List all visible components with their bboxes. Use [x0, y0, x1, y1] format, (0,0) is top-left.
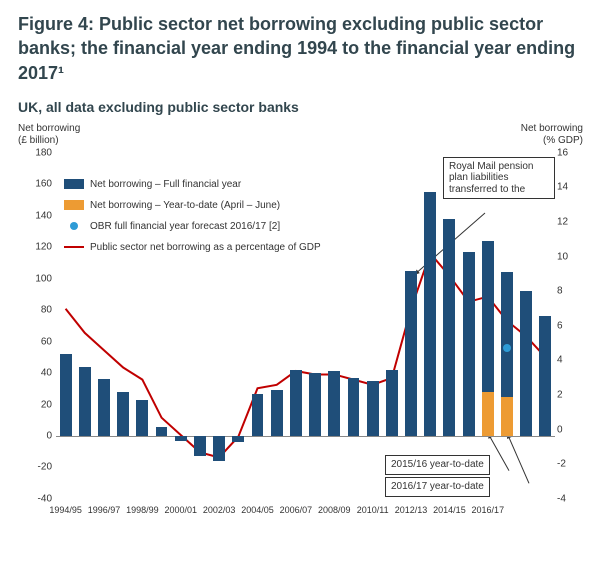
- ytick-right: 2: [557, 390, 581, 401]
- xtick: 2006/07: [280, 505, 313, 515]
- ytick-left: 0: [22, 430, 52, 441]
- xtick: 2014/15: [433, 505, 466, 515]
- ytick-right: 10: [557, 251, 581, 262]
- legend-ytd: Net borrowing – Year-to-date (April – Ju…: [90, 196, 280, 215]
- ytick-left: 160: [22, 179, 52, 190]
- ytick-right: 6: [557, 320, 581, 331]
- xtick: 2002/03: [203, 505, 236, 515]
- bar-full: [136, 400, 148, 436]
- bar-full: [443, 219, 455, 436]
- xtick: 1998/99: [126, 505, 159, 515]
- ytick-right: 14: [557, 182, 581, 193]
- ytick-left: 20: [22, 399, 52, 410]
- bar-full: [213, 436, 225, 461]
- bar-full: [290, 370, 302, 436]
- bar-full: [539, 316, 551, 436]
- bar-full: [117, 392, 129, 436]
- xtick: 2004/05: [241, 505, 274, 515]
- ytick-left: -40: [22, 493, 52, 504]
- ytick-left: -20: [22, 462, 52, 473]
- ytick-left: 180: [22, 147, 52, 158]
- ytick-right: 8: [557, 286, 581, 297]
- xtick: 2000/01: [164, 505, 197, 515]
- bar-full: [156, 427, 168, 436]
- ytick-right: 0: [557, 424, 581, 435]
- annot-1617: 2016/17 year-to-date: [385, 477, 490, 497]
- ytick-left: 60: [22, 336, 52, 347]
- ytick-left: 140: [22, 210, 52, 221]
- ytick-right: -4: [557, 493, 581, 504]
- ytick-right: 4: [557, 355, 581, 366]
- obr-dot: [503, 344, 511, 352]
- bar-full: [175, 436, 187, 441]
- bar-full: [98, 379, 110, 436]
- ytick-right: -2: [557, 459, 581, 470]
- bar-full: [424, 192, 436, 436]
- bar-full: [194, 436, 206, 456]
- bar-full: [405, 271, 417, 436]
- bar-full: [252, 394, 264, 436]
- bar-full: [367, 381, 379, 436]
- bar-full: [463, 252, 475, 436]
- bar-full: [232, 436, 244, 442]
- bar-ytd: [501, 397, 513, 436]
- annot-royal-mail: Royal Mail pensionplan liabilitiestransf…: [443, 157, 555, 200]
- xtick: 2008/09: [318, 505, 351, 515]
- figure-title: Figure 4: Public sector net borrowing ex…: [18, 12, 595, 85]
- xtick: 2010/11: [357, 505, 389, 515]
- bar-ytd: [482, 392, 494, 436]
- ytick-left: 40: [22, 368, 52, 379]
- bar-full: [520, 291, 532, 436]
- legend-full: Net borrowing – Full financial year: [90, 175, 241, 194]
- chart: Net borrowing(£ billion) Net borrowing(%…: [18, 123, 583, 523]
- bar-full: [328, 371, 340, 435]
- ytick-right: 16: [557, 147, 581, 158]
- bar-full: [309, 373, 321, 436]
- figure-subtitle: UK, all data excluding public sector ban…: [18, 99, 595, 115]
- bar-full: [60, 354, 72, 436]
- y-left-title: Net borrowing(£ billion): [18, 123, 80, 147]
- bar-full: [271, 390, 283, 436]
- legend-line: Public sector net borrowing as a percent…: [90, 238, 321, 257]
- ytick-left: 120: [22, 242, 52, 253]
- ytick-left: 80: [22, 305, 52, 316]
- ytick-left: 100: [22, 273, 52, 284]
- zero-line: [56, 436, 555, 437]
- xtick: 1996/97: [88, 505, 121, 515]
- xtick: 2016/17: [472, 505, 505, 515]
- bar-full: [386, 370, 398, 436]
- ytick-right: 12: [557, 217, 581, 228]
- bar-full: [79, 367, 91, 436]
- legend: Net borrowing – Full financial year Net …: [64, 175, 321, 259]
- bar-full: [348, 378, 360, 436]
- xtick: 2012/13: [395, 505, 428, 515]
- xtick: 1994/95: [49, 505, 82, 515]
- legend-obr: OBR full financial year forecast 2016/17…: [90, 217, 280, 236]
- annot-1516: 2015/16 year-to-date: [385, 455, 490, 475]
- y-right-title: Net borrowing(% GDP): [521, 123, 583, 147]
